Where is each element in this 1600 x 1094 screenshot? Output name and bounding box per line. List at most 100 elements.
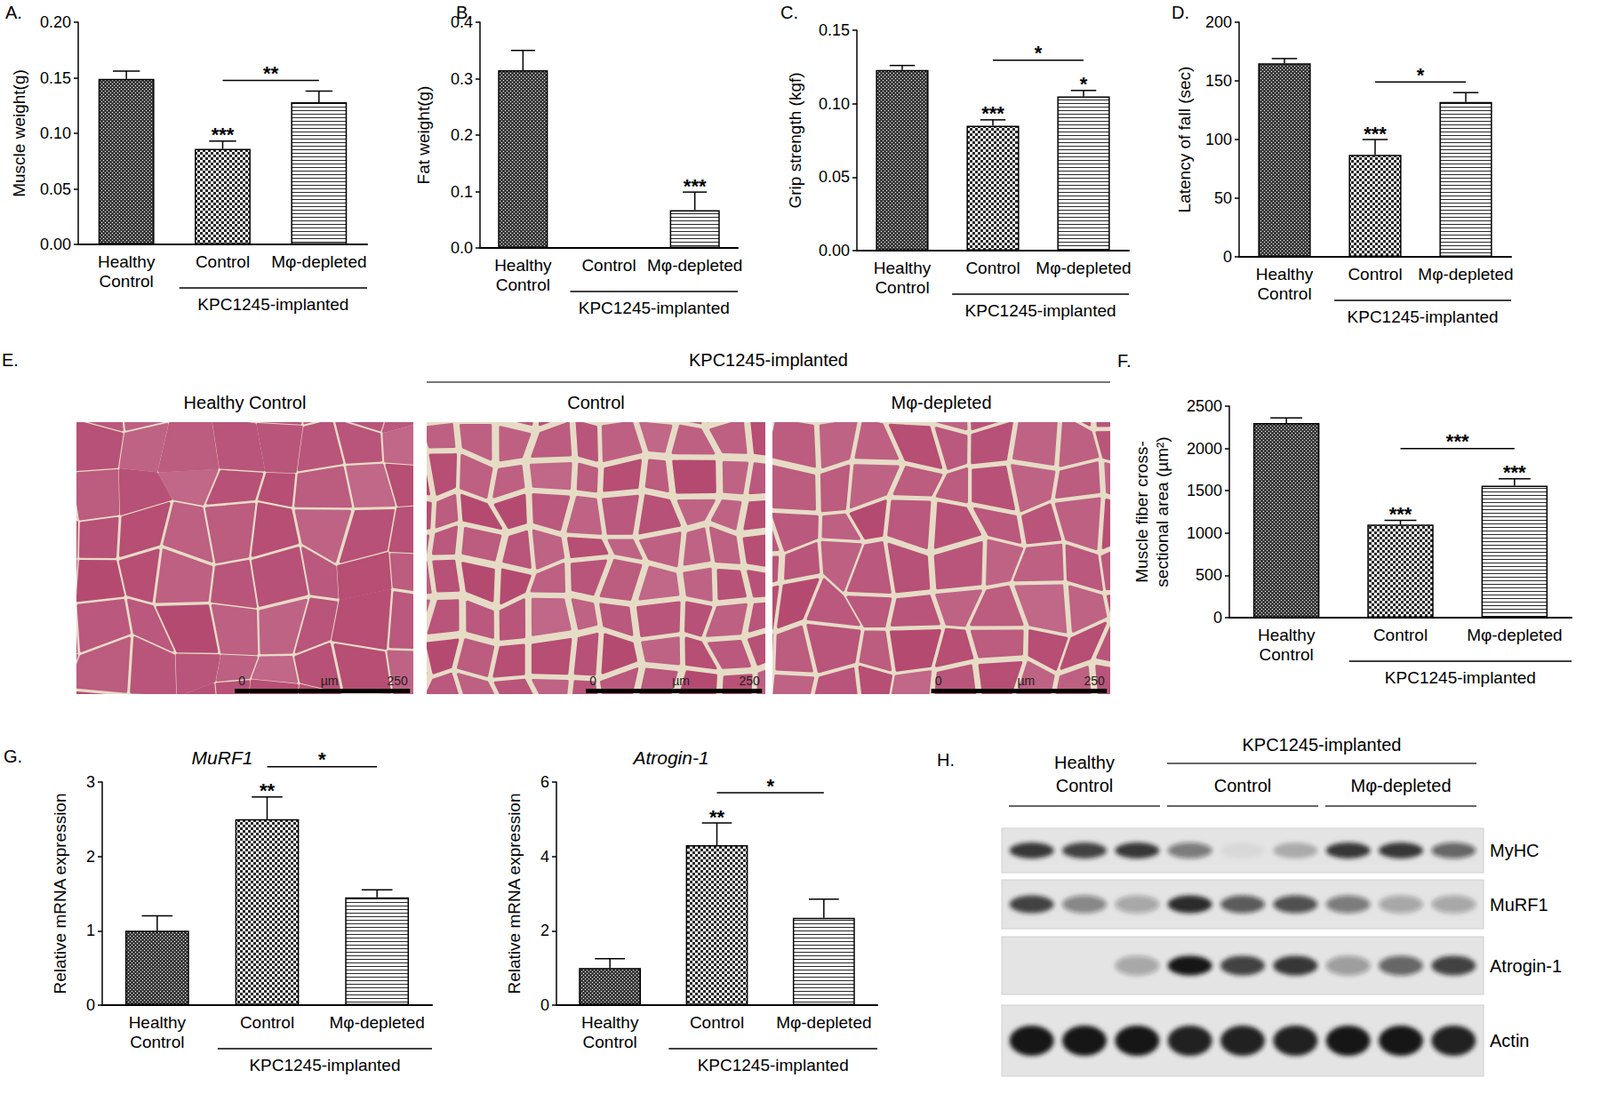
svg-text:D.: D. bbox=[1171, 2, 1190, 23]
svg-text:Control: Control bbox=[965, 258, 1020, 278]
svg-text:0: 0 bbox=[540, 996, 550, 1015]
svg-text:0.15: 0.15 bbox=[818, 21, 850, 40]
svg-text:500: 500 bbox=[1195, 566, 1223, 584]
svg-text:Control: Control bbox=[581, 256, 636, 275]
svg-text:0: 0 bbox=[1223, 248, 1232, 266]
svg-text:Grip strength (kgf): Grip strength (kgf) bbox=[785, 72, 805, 208]
svg-text:0.1: 0.1 bbox=[450, 183, 473, 201]
svg-text:3: 3 bbox=[86, 773, 96, 792]
svg-text:KPC1245-implanted: KPC1245-implanted bbox=[1242, 735, 1402, 755]
svg-text:0.3: 0.3 bbox=[450, 70, 473, 88]
svg-text:50: 50 bbox=[1214, 189, 1232, 208]
svg-text:0.20: 0.20 bbox=[40, 13, 72, 32]
svg-text:KPC1245-implanted: KPC1245-implanted bbox=[1347, 307, 1499, 327]
svg-text:200: 200 bbox=[1205, 13, 1232, 32]
svg-text:KPC1245-implanted: KPC1245-implanted bbox=[248, 1056, 400, 1075]
svg-text:E.: E. bbox=[1, 350, 19, 370]
svg-text:Mφ-depleted: Mφ-depleted bbox=[1417, 264, 1513, 284]
svg-text:sectional area (µm²): sectional area (µm²) bbox=[1152, 436, 1172, 587]
svg-text:6: 6 bbox=[540, 773, 550, 792]
svg-text:0.10: 0.10 bbox=[818, 95, 850, 113]
svg-text:Mφ-depleted: Mφ-depleted bbox=[271, 252, 367, 272]
svg-text:*: * bbox=[318, 748, 327, 771]
svg-text:Control: Control bbox=[1214, 776, 1272, 796]
svg-text:Muscle weight(g): Muscle weight(g) bbox=[9, 69, 29, 198]
svg-text:0: 0 bbox=[86, 996, 96, 1015]
svg-text:0.4: 0.4 bbox=[450, 13, 473, 32]
svg-text:0.05: 0.05 bbox=[40, 180, 72, 199]
svg-text:Control: Control bbox=[583, 1032, 638, 1052]
svg-text:Atrogin-1: Atrogin-1 bbox=[631, 747, 709, 768]
svg-text:**: ** bbox=[709, 806, 726, 829]
svg-text:KPC1245-implanted: KPC1245-implanted bbox=[197, 295, 349, 314]
svg-text:*: * bbox=[766, 775, 775, 798]
svg-text:0.00: 0.00 bbox=[818, 241, 850, 260]
svg-text:Muscle fiber cross-: Muscle fiber cross- bbox=[1132, 440, 1152, 583]
svg-text:Control: Control bbox=[496, 275, 551, 295]
svg-text:*: * bbox=[1034, 41, 1043, 64]
svg-text:Latency of fall (sec): Latency of fall (sec) bbox=[1175, 66, 1194, 214]
svg-text:Mφ-depleted: Mφ-depleted bbox=[647, 256, 743, 275]
svg-text:0.0: 0.0 bbox=[450, 239, 473, 257]
svg-text:H.: H. bbox=[936, 750, 955, 770]
svg-text:MyHC: MyHC bbox=[1489, 840, 1540, 861]
svg-text:0: 0 bbox=[1213, 608, 1223, 627]
svg-text:KPC1245-implanted: KPC1245-implanted bbox=[578, 298, 730, 318]
svg-text:Control: Control bbox=[689, 1013, 744, 1032]
svg-text:Control: Control bbox=[99, 272, 154, 291]
svg-text:MuRF1: MuRF1 bbox=[1489, 895, 1549, 915]
svg-text:**: ** bbox=[259, 779, 276, 802]
svg-text:KPC1245-implanted: KPC1245-implanted bbox=[688, 350, 848, 370]
svg-text:Healthy: Healthy bbox=[128, 1013, 187, 1032]
svg-text:1500: 1500 bbox=[1186, 481, 1223, 500]
svg-text:4: 4 bbox=[540, 848, 550, 866]
svg-text:250: 250 bbox=[1084, 673, 1106, 688]
svg-text:A.: A. bbox=[5, 2, 23, 23]
svg-text:Healthy: Healthy bbox=[97, 252, 156, 272]
svg-text:Mφ-depleted: Mφ-depleted bbox=[1466, 625, 1562, 645]
svg-text:Healthy: Healthy bbox=[494, 256, 552, 275]
svg-text:C.: C. bbox=[780, 2, 799, 23]
svg-text:Control: Control bbox=[129, 1032, 184, 1052]
svg-text:*: * bbox=[1080, 72, 1088, 96]
svg-text:HealthyControl: HealthyControl bbox=[1054, 752, 1115, 796]
svg-text:2: 2 bbox=[540, 921, 550, 940]
svg-text:***: *** bbox=[1446, 430, 1470, 453]
svg-text:Control: Control bbox=[1259, 645, 1314, 664]
svg-text:Healthy: Healthy bbox=[873, 258, 932, 278]
svg-text:KPC1245-implanted: KPC1245-implanted bbox=[1384, 668, 1536, 688]
svg-text:Fat weight(g): Fat weight(g) bbox=[414, 86, 433, 185]
svg-text:Control: Control bbox=[567, 392, 624, 413]
svg-text:2000: 2000 bbox=[1186, 440, 1223, 458]
svg-text:1000: 1000 bbox=[1186, 524, 1223, 543]
svg-text:0: 0 bbox=[589, 673, 597, 688]
svg-text:0.00: 0.00 bbox=[40, 235, 72, 254]
svg-text:250: 250 bbox=[739, 673, 761, 688]
svg-text:G.: G. bbox=[3, 746, 23, 767]
svg-text:100: 100 bbox=[1205, 130, 1232, 149]
svg-text:µm: µm bbox=[1017, 673, 1036, 688]
svg-text:1: 1 bbox=[86, 921, 96, 940]
svg-text:***: *** bbox=[1503, 461, 1527, 484]
svg-text:Mφ-depleted: Mφ-depleted bbox=[328, 1013, 424, 1032]
svg-text:0.10: 0.10 bbox=[40, 124, 72, 143]
svg-text:KPC1245-implanted: KPC1245-implanted bbox=[697, 1056, 849, 1075]
svg-text:Control: Control bbox=[1256, 284, 1312, 304]
svg-text:Mφ-depleted: Mφ-depleted bbox=[776, 1013, 872, 1032]
svg-text:2: 2 bbox=[86, 848, 96, 866]
svg-text:0.2: 0.2 bbox=[450, 126, 473, 144]
svg-text:Actin: Actin bbox=[1489, 1031, 1529, 1051]
svg-text:0.05: 0.05 bbox=[818, 168, 850, 186]
svg-text:2500: 2500 bbox=[1186, 397, 1223, 416]
svg-text:150: 150 bbox=[1205, 72, 1232, 90]
svg-text:Relative mRNA expression: Relative mRNA expression bbox=[50, 793, 70, 995]
svg-text:Mφ-depleted: Mφ-depleted bbox=[1035, 258, 1131, 278]
svg-text:*: * bbox=[1416, 64, 1425, 87]
svg-text:250: 250 bbox=[387, 673, 409, 688]
svg-text:Control: Control bbox=[195, 252, 250, 272]
svg-text:0: 0 bbox=[935, 673, 943, 688]
svg-text:Mφ-depleted: Mφ-depleted bbox=[1350, 776, 1451, 796]
svg-text:µm: µm bbox=[320, 673, 339, 688]
svg-text:***: *** bbox=[683, 175, 707, 198]
svg-text:µm: µm bbox=[672, 673, 690, 688]
